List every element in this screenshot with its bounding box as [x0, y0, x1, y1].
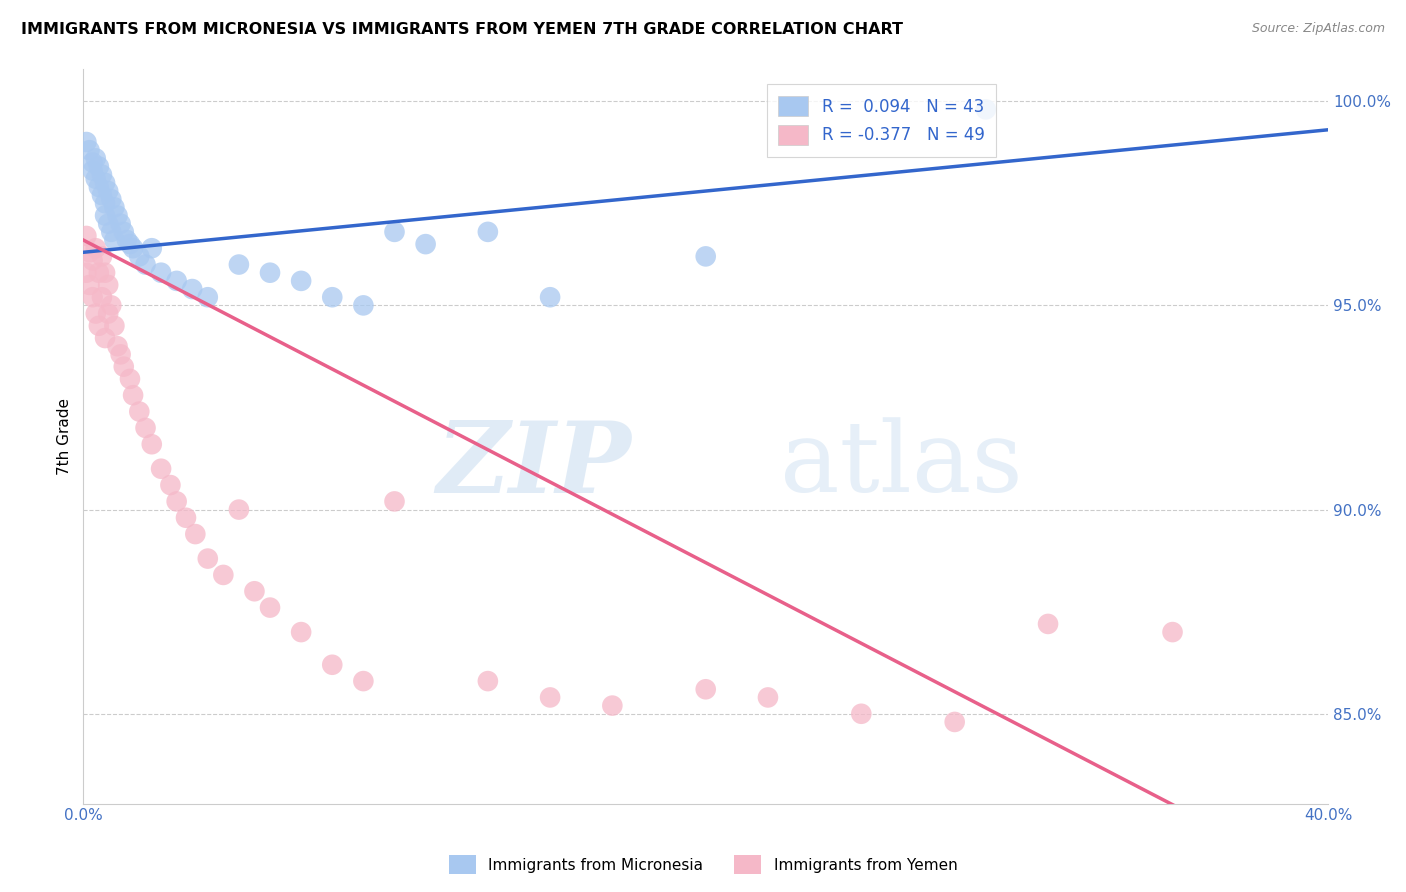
Point: [166, 494, 188, 508]
Point: [197, 290, 219, 304]
Text: atlas: atlas: [780, 417, 1024, 514]
Point: [97, 307, 120, 321]
Point: [91, 168, 114, 182]
Point: [91, 188, 114, 202]
Point: [321, 290, 343, 304]
Point: [87, 318, 110, 333]
Point: [122, 241, 145, 255]
Point: [135, 258, 157, 272]
Point: [538, 290, 561, 304]
Text: Source: ZipAtlas.com: Source: ZipAtlas.com: [1251, 22, 1385, 36]
Point: [602, 698, 624, 713]
Point: [756, 690, 779, 705]
Point: [243, 584, 266, 599]
Point: [97, 277, 120, 292]
Point: [115, 233, 138, 247]
Point: [94, 209, 117, 223]
Point: [107, 339, 129, 353]
Y-axis label: 7th Grade: 7th Grade: [58, 398, 72, 475]
Point: [97, 217, 120, 231]
Point: [100, 192, 122, 206]
Point: [384, 494, 406, 508]
Point: [97, 184, 120, 198]
Point: [94, 331, 117, 345]
Point: [75, 229, 97, 244]
Point: [94, 196, 117, 211]
Point: [477, 674, 499, 689]
Point: [477, 225, 499, 239]
Point: [91, 290, 114, 304]
Point: [110, 217, 132, 231]
Point: [94, 266, 117, 280]
Point: [159, 478, 181, 492]
Legend: Immigrants from Micronesia, Immigrants from Yemen: Immigrants from Micronesia, Immigrants f…: [443, 849, 963, 880]
Point: [150, 461, 173, 475]
Point: [384, 225, 406, 239]
Point: [75, 266, 97, 280]
Point: [84, 241, 107, 255]
Point: [695, 682, 717, 697]
Point: [112, 225, 135, 239]
Point: [79, 277, 101, 292]
Point: [212, 568, 235, 582]
Legend: R =  0.094   N = 43, R = -0.377   N = 49: R = 0.094 N = 43, R = -0.377 N = 49: [766, 84, 995, 156]
Point: [112, 359, 135, 374]
Point: [135, 421, 157, 435]
Point: [118, 237, 141, 252]
Point: [82, 163, 104, 178]
Point: [197, 551, 219, 566]
Point: [84, 171, 107, 186]
Point: [128, 249, 150, 263]
Point: [103, 318, 125, 333]
Point: [87, 180, 110, 194]
Point: [91, 249, 114, 263]
Point: [84, 307, 107, 321]
Point: [1161, 625, 1184, 640]
Point: [141, 437, 163, 451]
Point: [87, 266, 110, 280]
Point: [321, 657, 343, 672]
Point: [1036, 616, 1059, 631]
Point: [82, 155, 104, 169]
Point: [82, 290, 104, 304]
Point: [75, 135, 97, 149]
Point: [851, 706, 873, 721]
Point: [79, 245, 101, 260]
Point: [259, 600, 281, 615]
Point: [122, 388, 145, 402]
Point: [100, 298, 122, 312]
Text: IMMIGRANTS FROM MICRONESIA VS IMMIGRANTS FROM YEMEN 7TH GRADE CORRELATION CHART: IMMIGRANTS FROM MICRONESIA VS IMMIGRANTS…: [21, 22, 903, 37]
Point: [259, 266, 281, 280]
Point: [82, 253, 104, 268]
Point: [290, 625, 312, 640]
Point: [228, 258, 250, 272]
Point: [695, 249, 717, 263]
Point: [100, 225, 122, 239]
Point: [228, 502, 250, 516]
Point: [128, 404, 150, 418]
Point: [166, 274, 188, 288]
Point: [184, 527, 207, 541]
Point: [118, 372, 141, 386]
Point: [84, 152, 107, 166]
Point: [110, 347, 132, 361]
Point: [79, 143, 101, 157]
Point: [290, 274, 312, 288]
Point: [103, 200, 125, 214]
Point: [943, 714, 966, 729]
Point: [538, 690, 561, 705]
Point: [974, 103, 997, 117]
Point: [94, 176, 117, 190]
Point: [141, 241, 163, 255]
Point: [87, 160, 110, 174]
Point: [352, 298, 374, 312]
Point: [181, 282, 204, 296]
Point: [174, 510, 197, 524]
Point: [103, 233, 125, 247]
Text: ZIP: ZIP: [436, 417, 631, 514]
Point: [150, 266, 173, 280]
Point: [107, 209, 129, 223]
Point: [352, 674, 374, 689]
Point: [415, 237, 437, 252]
